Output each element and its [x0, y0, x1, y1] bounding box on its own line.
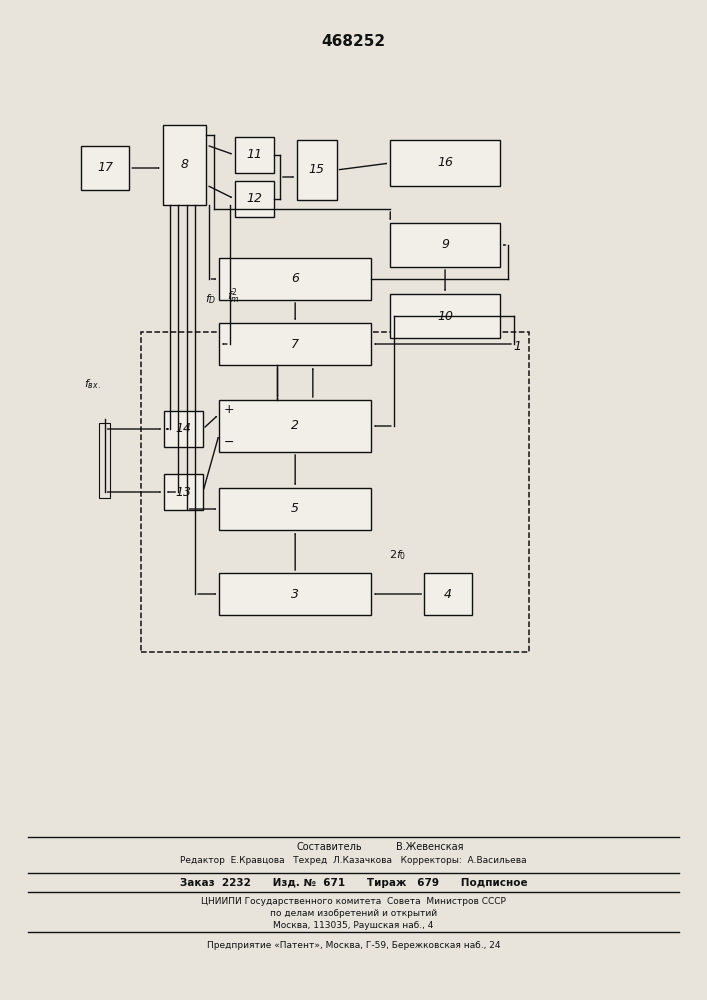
Bar: [99, 423, 110, 498]
Text: 12: 12: [247, 192, 262, 206]
Text: 14: 14: [175, 422, 192, 435]
Text: $2f_0$: $2f_0$: [389, 548, 407, 562]
Bar: [141, 332, 529, 652]
Bar: [219, 573, 371, 615]
Bar: [219, 323, 371, 365]
Text: +: +: [223, 403, 234, 416]
Text: $f_m^2$: $f_m^2$: [227, 286, 240, 306]
Text: 15: 15: [309, 163, 325, 176]
Bar: [297, 140, 337, 200]
Bar: [219, 258, 371, 300]
Text: Редактор  Е.Кравцова   Техред  Л.Казачкова   Корректоры:  А.Васильева: Редактор Е.Кравцова Техред Л.Казачкова К…: [180, 856, 527, 865]
Bar: [235, 137, 274, 173]
Text: $f_{вх.}$: $f_{вх.}$: [84, 377, 101, 391]
Text: −: −: [223, 436, 234, 448]
Text: 11: 11: [247, 148, 262, 161]
Bar: [390, 223, 500, 267]
Bar: [164, 474, 203, 510]
Bar: [390, 140, 500, 186]
Text: Предприятие «Патент», Москва, Г-59, Бережковская наб., 24: Предприятие «Патент», Москва, Г-59, Бере…: [206, 941, 501, 950]
Text: 1: 1: [514, 340, 522, 353]
Text: В.Жевенская: В.Жевенская: [396, 842, 463, 852]
Text: 10: 10: [437, 310, 453, 322]
Text: 7: 7: [291, 338, 299, 351]
Bar: [235, 181, 274, 217]
Text: ЦНИИПИ Государственного комитета  Совета  Министров СССР: ЦНИИПИ Государственного комитета Совета …: [201, 897, 506, 906]
Text: 4: 4: [444, 587, 452, 600]
Text: 468252: 468252: [322, 34, 385, 49]
Bar: [219, 488, 371, 530]
Bar: [390, 294, 500, 338]
Text: 16: 16: [437, 156, 453, 169]
Bar: [81, 146, 129, 190]
Text: 5: 5: [291, 502, 299, 516]
Bar: [163, 125, 206, 205]
Text: 8: 8: [180, 158, 189, 171]
Text: 13: 13: [175, 486, 192, 498]
Text: Заказ  2232      Изд. №  671      Тираж   679      Подписное: Заказ 2232 Изд. № 671 Тираж 679 Подписно…: [180, 878, 527, 888]
Text: 6: 6: [291, 272, 299, 286]
Bar: [164, 411, 203, 447]
Text: Москва, 113035, Раушская наб., 4: Москва, 113035, Раушская наб., 4: [274, 921, 433, 930]
Bar: [424, 573, 472, 615]
Text: 9: 9: [441, 238, 449, 251]
Text: 17: 17: [98, 161, 113, 174]
Text: $f_D$: $f_D$: [205, 292, 216, 306]
Text: по делам изобретений и открытий: по делам изобретений и открытий: [270, 909, 437, 918]
Bar: [219, 400, 371, 452]
Text: 3: 3: [291, 587, 299, 600]
Text: 2: 2: [291, 419, 299, 432]
Text: Составитель: Составитель: [297, 842, 363, 852]
